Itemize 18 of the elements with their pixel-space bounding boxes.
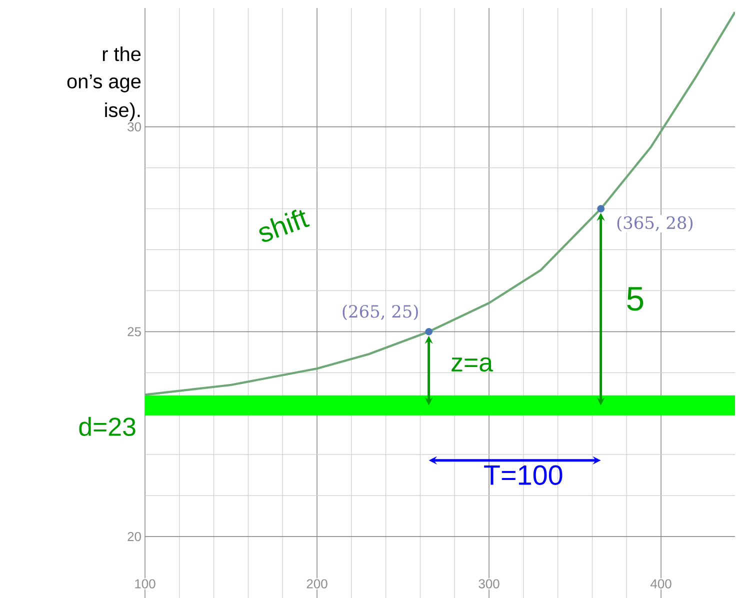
x-tick-label: 300	[478, 579, 500, 588]
text: r the	[102, 46, 141, 62]
annotation: 5	[627, 287, 644, 311]
y-tick-label: 20	[128, 532, 141, 542]
annotation: shift	[259, 210, 310, 242]
line-series	[145, 10, 736, 396]
y-tick-label: 30	[128, 122, 141, 132]
annotation: z=a	[452, 357, 494, 372]
x-tick-label: 100	[135, 579, 156, 588]
text: ise).	[105, 102, 140, 122]
x-tick-label: 200	[306, 579, 328, 588]
text: on’s age	[67, 74, 141, 92]
x-tick-label: 400	[650, 579, 672, 588]
y-tick-label: 25	[128, 327, 141, 336]
annotation: (265, 25)	[342, 304, 418, 320]
annotation: (365, 28)	[617, 216, 692, 232]
ref-line-label: d=23	[79, 416, 136, 436]
annotation: T=100	[484, 465, 562, 485]
